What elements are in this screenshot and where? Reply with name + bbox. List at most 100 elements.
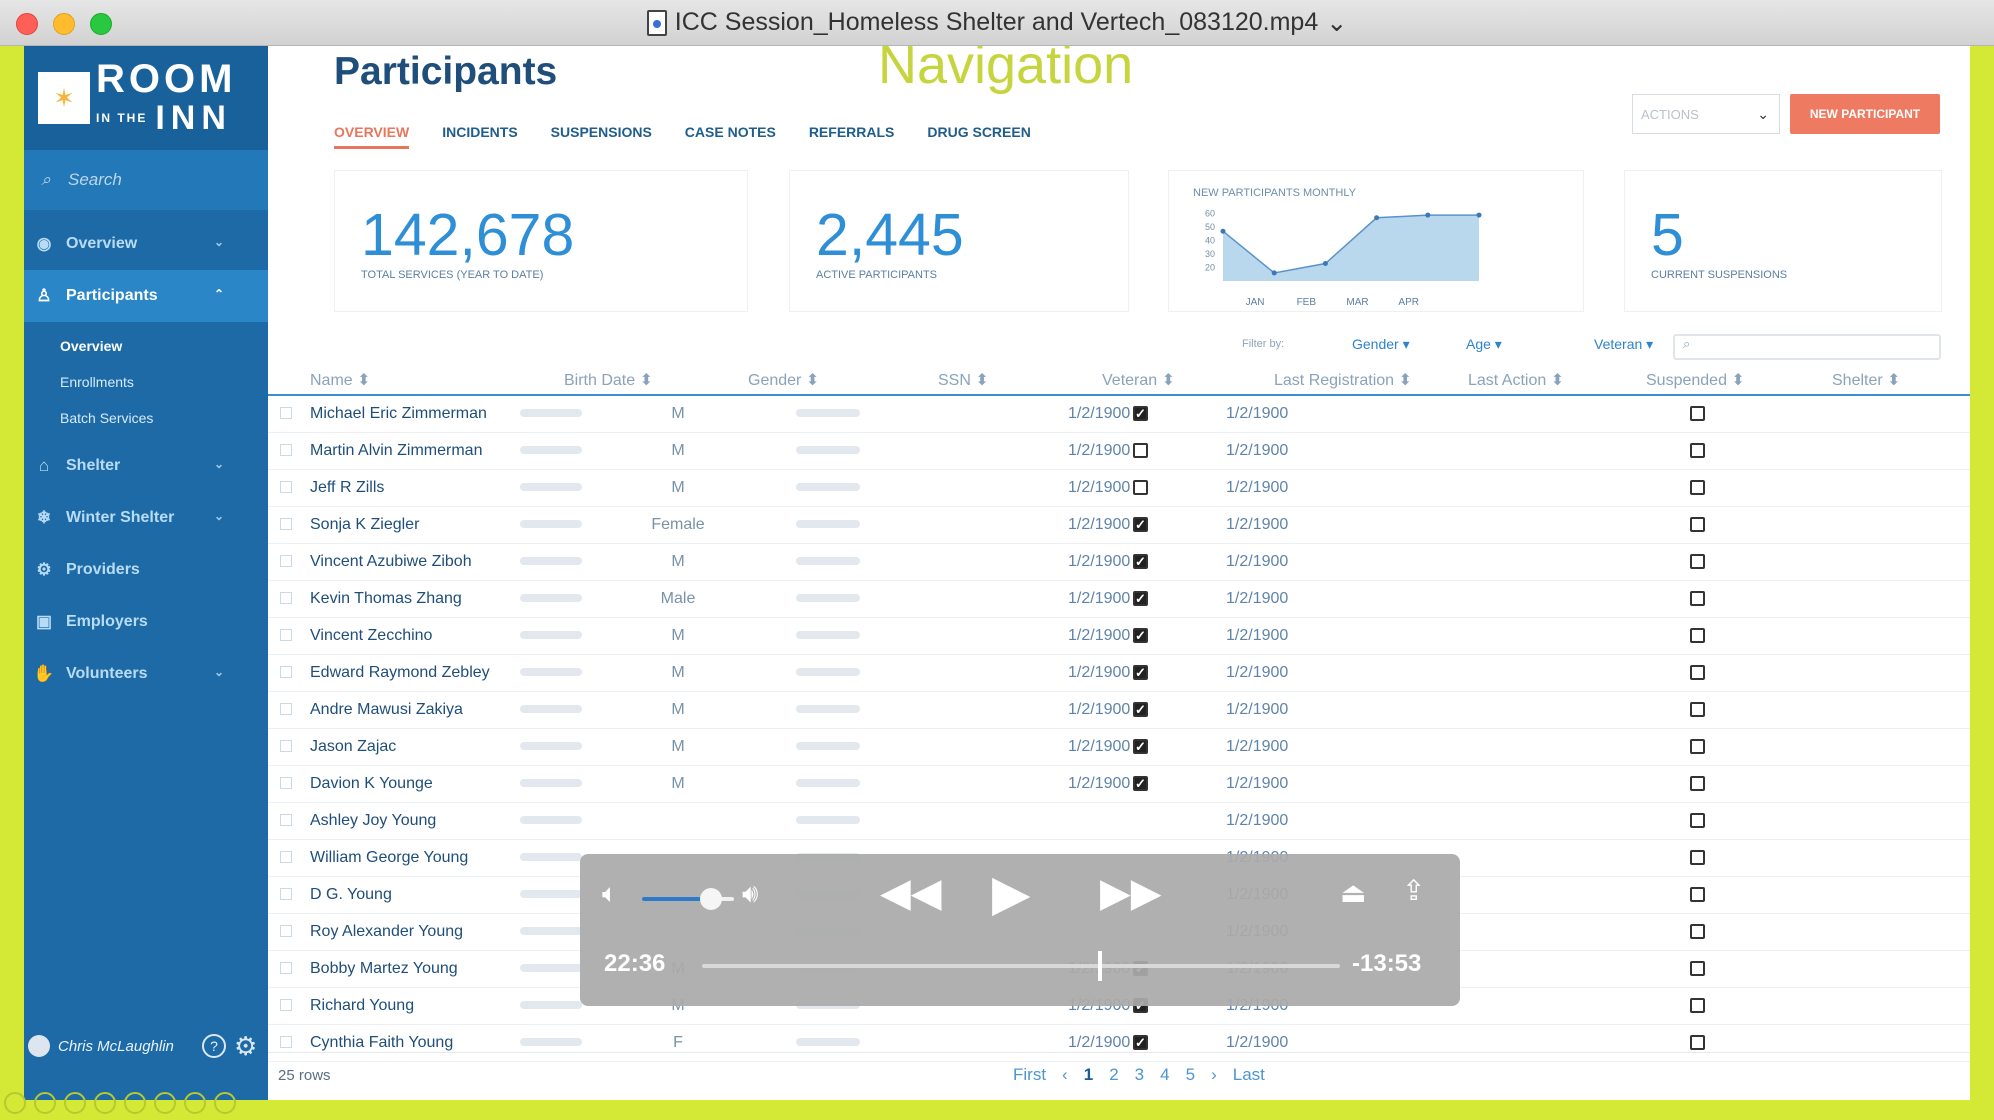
suspended-checkbox[interactable]: [1690, 591, 1705, 606]
suspended-checkbox[interactable]: [1690, 480, 1705, 495]
edit-icon[interactable]: [280, 518, 292, 530]
toolbar-circle-icon[interactable]: [154, 1092, 176, 1114]
participant-name[interactable]: Jeff R Zills: [310, 479, 385, 496]
participant-name[interactable]: Andre Mawusi Zakiya: [310, 701, 463, 718]
minimize-button[interactable]: [53, 13, 75, 35]
table-search-input[interactable]: ⌕: [1673, 334, 1941, 360]
close-button[interactable]: [16, 13, 38, 35]
edit-icon[interactable]: [280, 703, 292, 715]
suspended-checkbox[interactable]: [1690, 998, 1705, 1013]
veteran-checkbox[interactable]: ✓: [1133, 628, 1148, 643]
table-row[interactable]: Jeff R Zills M 1/2/1900 1/2/1900: [268, 470, 1970, 507]
page-next[interactable]: ›: [1211, 1065, 1217, 1084]
participant-name[interactable]: Ashley Joy Young: [310, 812, 437, 829]
zoom-button[interactable]: [90, 13, 112, 35]
suspended-checkbox[interactable]: [1690, 443, 1705, 458]
edit-icon[interactable]: [280, 814, 292, 826]
veteran-checkbox[interactable]: ✓: [1133, 554, 1148, 569]
tab-referrals[interactable]: REFERRALS: [808, 124, 895, 140]
rewind-icon[interactable]: ◀◀: [880, 871, 942, 915]
table-row[interactable]: Ashley Joy Young 1/2/1900: [268, 803, 1970, 840]
participant-name[interactable]: Vincent Zecchino: [310, 627, 433, 644]
volume-slider[interactable]: [642, 888, 734, 910]
veteran-checkbox[interactable]: ✓: [1133, 776, 1148, 791]
sidebar-item-providers[interactable]: ⚙ Providers: [24, 544, 268, 596]
play-icon[interactable]: ▶: [992, 865, 1031, 921]
suspended-checkbox[interactable]: [1690, 665, 1705, 680]
participant-name[interactable]: Davion K Younge: [310, 775, 433, 792]
table-row[interactable]: Edward Raymond Zebley M ✓ 1/2/1900 1/2/1900: [268, 655, 1970, 692]
column-last-registration[interactable]: Last Registration ⬍: [1274, 372, 1412, 389]
edit-icon[interactable]: [280, 407, 292, 419]
sidebar-item-overview[interactable]: ◉ Overview ⌄: [24, 218, 268, 270]
toolbar-circle-icon[interactable]: [94, 1092, 116, 1114]
toolbar-circle-icon[interactable]: [34, 1092, 56, 1114]
participant-name[interactable]: D G. Young: [310, 886, 392, 903]
toolbar-circle-icon[interactable]: [4, 1092, 26, 1114]
column-veteran[interactable]: Veteran ⬍: [1102, 372, 1176, 389]
edit-icon[interactable]: [280, 555, 292, 567]
edit-icon[interactable]: [280, 851, 292, 863]
room-in-the-inn-logo[interactable]: ✶ ROOM IN THE INN: [24, 46, 268, 150]
edit-icon[interactable]: [280, 925, 292, 937]
edit-icon[interactable]: [280, 481, 292, 493]
subitem-enrollments[interactable]: Enrollments: [60, 374, 134, 390]
page-4[interactable]: 4: [1160, 1065, 1170, 1084]
sidebar-item-employers[interactable]: ▣ Employers: [24, 596, 268, 648]
veteran-checkbox[interactable]: ✓: [1133, 1035, 1148, 1050]
user-profile[interactable]: Chris McLaughlin ? ⚙: [24, 1026, 268, 1066]
gender-filter[interactable]: Gender ▾: [1352, 336, 1410, 352]
participant-name[interactable]: Sonja K Ziegler: [310, 516, 420, 533]
column-gender[interactable]: Gender ⬍: [748, 372, 820, 389]
column-birth-date[interactable]: Birth Date ⬍: [564, 372, 653, 389]
suspended-checkbox[interactable]: [1690, 850, 1705, 865]
page-last[interactable]: Last: [1232, 1065, 1265, 1084]
column-shelter[interactable]: Shelter ⬍: [1832, 372, 1901, 389]
actions-dropdown[interactable]: ACTIONS ⌄: [1632, 94, 1780, 134]
suspended-checkbox[interactable]: [1690, 517, 1705, 532]
scrubber-knob[interactable]: [1097, 951, 1102, 981]
subitem-batch-services[interactable]: Batch Services: [60, 410, 154, 426]
tab-drug-screen[interactable]: DRUG SCREEN: [927, 124, 1031, 140]
veteran-checkbox[interactable]: ✓: [1133, 739, 1148, 754]
suspended-checkbox[interactable]: [1690, 702, 1705, 717]
share-icon[interactable]: ⇪: [1402, 875, 1426, 906]
column-last-action[interactable]: Last Action ⬍: [1468, 372, 1565, 389]
sidebar-item-volunteers[interactable]: ✋ Volunteers ⌄: [24, 648, 268, 700]
volume-high-icon[interactable]: 🔊︎: [742, 878, 759, 908]
window-title[interactable]: ICC Session_Homeless Shelter and Vertech…: [646, 8, 1347, 38]
volume-low-icon[interactable]: 🔈︎: [602, 878, 618, 908]
settings-gear-icon[interactable]: ⚙: [234, 1031, 258, 1061]
table-row[interactable]: Cynthia Faith Young F ✓ 1/2/1900 1/2/1900: [268, 1025, 1970, 1062]
participant-name[interactable]: Michael Eric Zimmerman: [310, 405, 487, 422]
tab-suspensions[interactable]: SUSPENSIONS: [550, 124, 652, 140]
table-row[interactable]: Martin Alvin Zimmerman M 1/2/1900 1/2/1900: [268, 433, 1970, 470]
page-first[interactable]: First: [1013, 1065, 1047, 1084]
subitem-overview[interactable]: Overview: [60, 338, 123, 354]
suspended-checkbox[interactable]: [1690, 554, 1705, 569]
page-prev[interactable]: ‹: [1062, 1065, 1068, 1084]
tab-overview[interactable]: OVERVIEW: [334, 124, 410, 149]
edit-icon[interactable]: [280, 629, 292, 641]
table-row[interactable]: Davion K Younge M ✓ 1/2/1900 1/2/1900: [268, 766, 1970, 803]
playback-scrubber[interactable]: [702, 951, 1340, 981]
participant-name[interactable]: Roy Alexander Young: [310, 923, 464, 940]
table-row[interactable]: Andre Mawusi Zakiya M ✓ 1/2/1900 1/2/1900: [268, 692, 1970, 729]
suspended-checkbox[interactable]: [1690, 628, 1705, 643]
participant-name[interactable]: William George Young: [310, 849, 469, 866]
edit-icon[interactable]: [280, 1036, 292, 1048]
airplay-icon[interactable]: ⏏: [1340, 877, 1367, 908]
sidebar-search[interactable]: ⌕ Search: [24, 150, 268, 210]
table-row[interactable]: Vincent Zecchino M ✓ 1/2/1900 1/2/1900: [268, 618, 1970, 655]
page-2[interactable]: 2: [1109, 1065, 1119, 1084]
veteran-checkbox[interactable]: [1133, 480, 1148, 495]
age-filter[interactable]: Age ▾: [1466, 336, 1502, 352]
participant-name[interactable]: Vincent Azubiwe Ziboh: [310, 553, 472, 570]
edit-icon[interactable]: [280, 888, 292, 900]
suspended-checkbox[interactable]: [1690, 406, 1705, 421]
edit-icon[interactable]: [280, 740, 292, 752]
sidebar-item-winter-shelter[interactable]: ❄ Winter Shelter ⌄: [24, 492, 268, 544]
participant-name[interactable]: Kevin Thomas Zhang: [310, 590, 462, 607]
veteran-filter[interactable]: Veteran ▾: [1594, 336, 1654, 352]
sidebar-item-shelter[interactable]: ⌂ Shelter ⌄: [24, 440, 268, 492]
